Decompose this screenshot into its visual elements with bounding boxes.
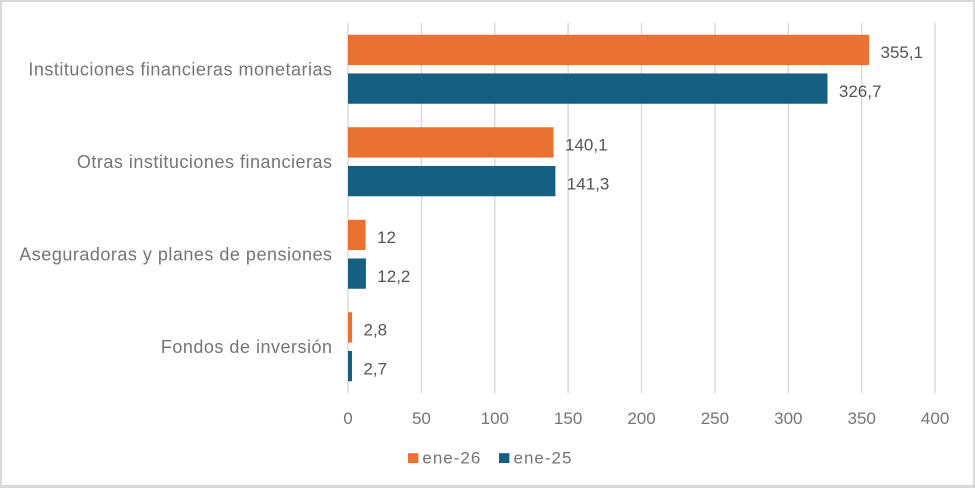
svg-text:Otras instituciones financiera: Otras instituciones financieras	[77, 152, 333, 172]
svg-text:12,2: 12,2	[377, 267, 410, 286]
svg-text:141,3: 141,3	[567, 174, 610, 193]
svg-text:200: 200	[627, 409, 655, 428]
svg-text:300: 300	[774, 409, 802, 428]
svg-text:140,1: 140,1	[565, 136, 608, 155]
svg-text:12: 12	[377, 228, 396, 247]
svg-text:2,7: 2,7	[363, 359, 387, 378]
svg-text:ene-25: ene-25	[514, 449, 573, 468]
svg-text:326,7: 326,7	[839, 82, 882, 101]
svg-text:50: 50	[412, 409, 431, 428]
svg-text:Aseguradoras y planes de pensi: Aseguradoras y planes de pensiones	[19, 245, 332, 265]
svg-text:0: 0	[343, 409, 352, 428]
svg-text:250: 250	[701, 409, 729, 428]
svg-text:100: 100	[481, 409, 509, 428]
svg-text:Instituciones financieras mone: Instituciones financieras monetarias	[28, 60, 332, 80]
svg-text:ene-26: ene-26	[422, 449, 481, 468]
svg-text:355,1: 355,1	[881, 43, 924, 62]
svg-text:2,8: 2,8	[364, 321, 388, 340]
svg-text:Fondos de inversión: Fondos de inversión	[161, 337, 333, 357]
svg-text:150: 150	[554, 409, 582, 428]
svg-text:350: 350	[848, 409, 876, 428]
svg-text:400: 400	[921, 409, 949, 428]
